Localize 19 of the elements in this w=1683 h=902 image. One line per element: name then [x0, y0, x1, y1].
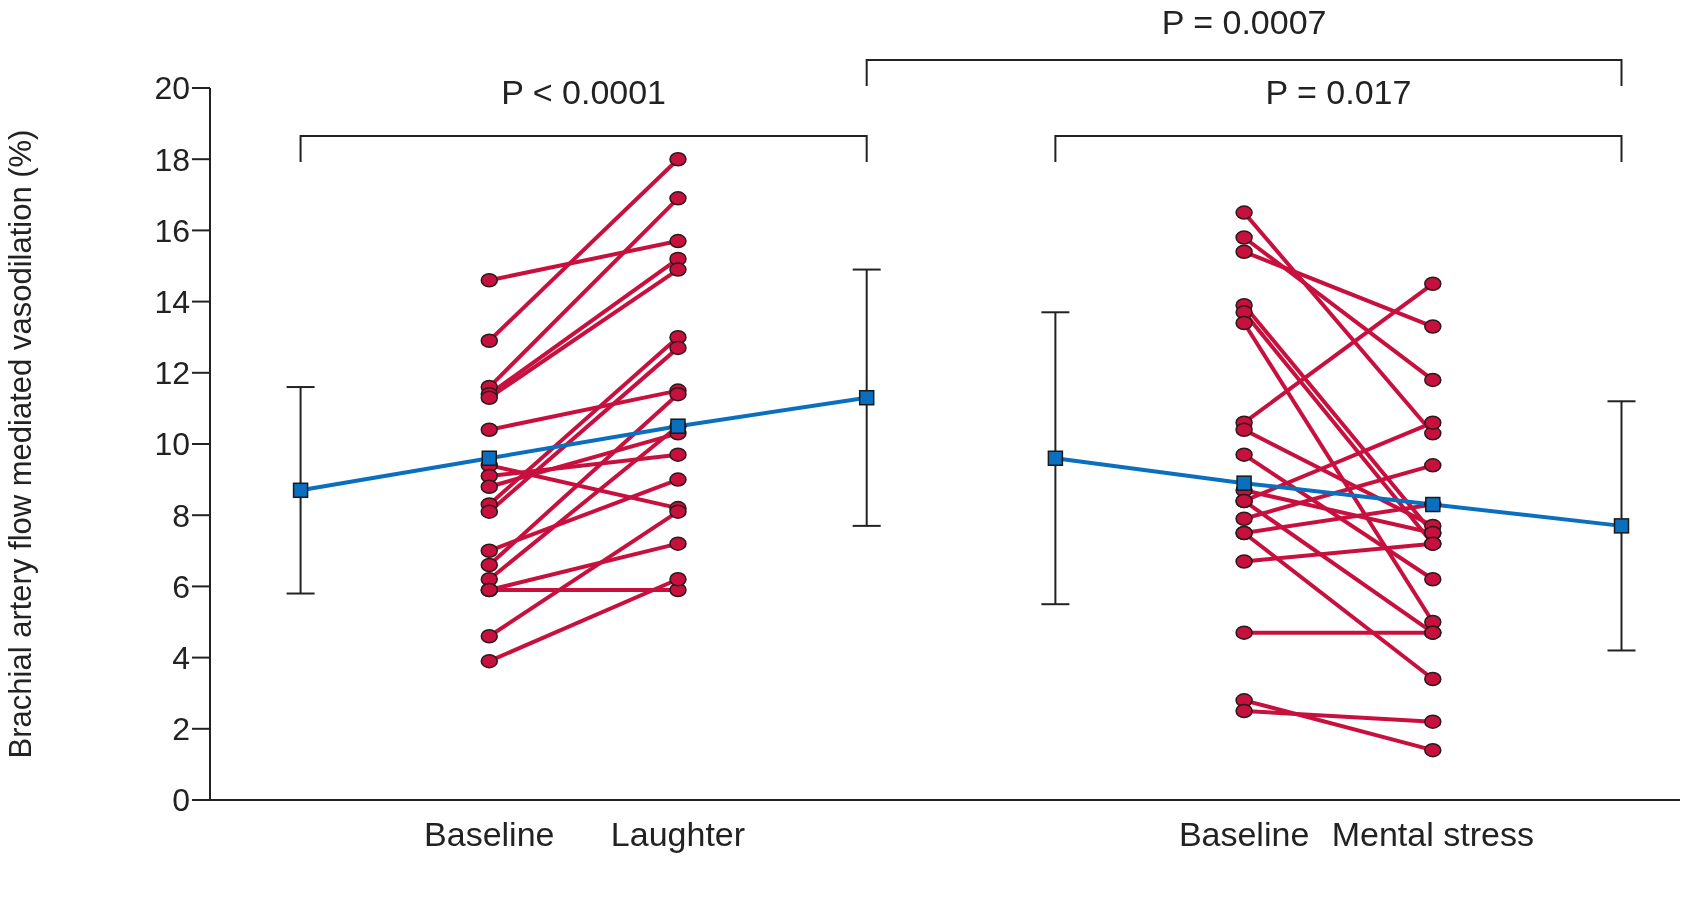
x-tick-label: Baseline: [424, 815, 555, 854]
y-tick-label: 16: [154, 212, 190, 249]
text: P = 0.0007: [1161, 3, 1327, 41]
x-tick-label: Laughter: [610, 815, 746, 854]
annotation: P < 0.0001: [501, 73, 667, 111]
annotation: P = 0.017: [1265, 73, 1412, 111]
y-tick-label: 6: [172, 568, 190, 605]
y-tick-label: 14: [154, 283, 190, 320]
y-tick-label: 18: [154, 141, 190, 178]
y-tick-label: 4: [172, 639, 190, 676]
y-tick-label: 10: [154, 426, 190, 463]
y-tick-label: 8: [172, 497, 190, 534]
x-tick-label: Baseline: [1178, 815, 1310, 854]
x-tick-label: Mental stress: [1331, 815, 1534, 854]
y-tick-label: 20: [154, 70, 190, 107]
y-tick-label: 2: [172, 711, 190, 748]
y-tick-label: 0: [172, 782, 190, 819]
y-tick-label: 12: [154, 355, 190, 392]
y-axis-title: Brachial artery flow mediated vasodilation (%): [3, 129, 39, 759]
